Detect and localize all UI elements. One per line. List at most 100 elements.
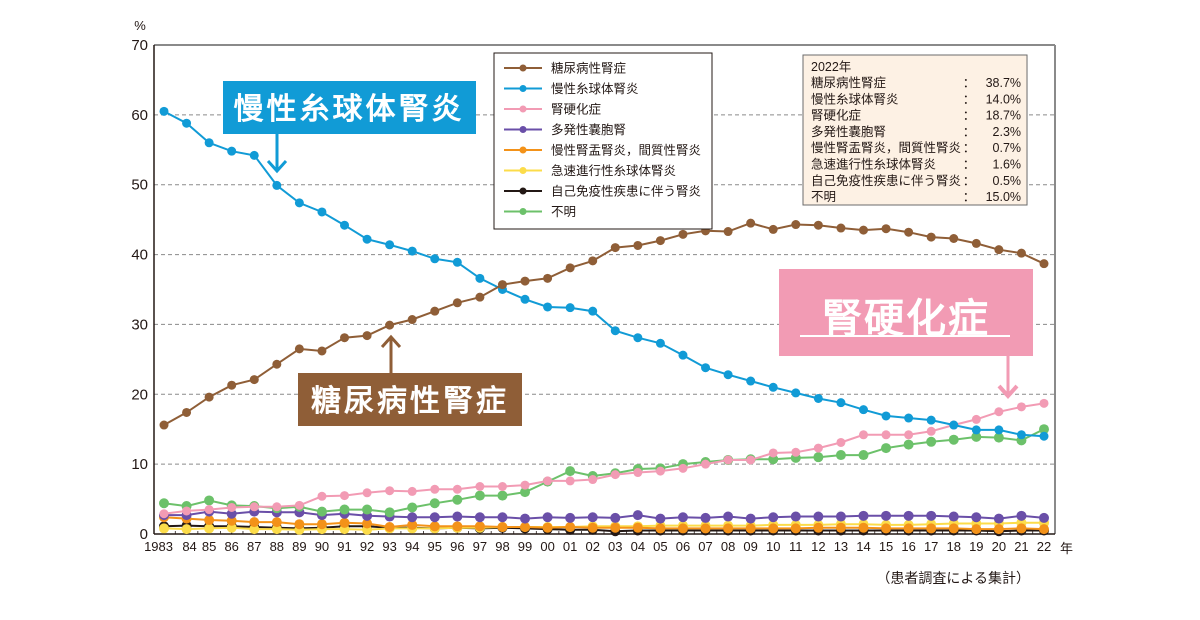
data-point: [542, 522, 553, 533]
data-point: [701, 459, 711, 469]
data-point: [746, 376, 756, 386]
data-point: [610, 326, 620, 336]
summary-row-label: 多発性嚢胞腎: [811, 124, 886, 139]
x-tick-label-19: 19: [969, 539, 983, 554]
summary-row-value: 0.7%: [993, 141, 1022, 155]
x-tick-label-08: 08: [721, 539, 735, 554]
data-point: [1016, 248, 1026, 258]
data-point: [385, 486, 395, 496]
data-point: [633, 468, 643, 478]
data-point: [881, 430, 891, 440]
x-tick-label-95: 95: [428, 539, 442, 554]
x-tick-label-12: 12: [811, 539, 825, 554]
data-point: [475, 273, 485, 283]
data-point: [407, 315, 417, 325]
series-line: [164, 510, 1045, 520]
data-point: [904, 227, 914, 237]
data-point: [159, 420, 169, 430]
data-point: [272, 502, 282, 512]
data-point: [362, 331, 372, 341]
data-point: [204, 392, 214, 402]
arrow-down-icon: [266, 159, 288, 174]
x-tick-label-22: 22: [1037, 539, 1051, 554]
data-point: [520, 487, 531, 498]
data-point: [520, 513, 531, 524]
data-point: [542, 512, 553, 523]
summary-title: 2022年: [811, 60, 851, 74]
data-point: [993, 432, 1004, 443]
data-point: [881, 523, 892, 534]
y-tick-label-20: 20: [131, 386, 148, 403]
data-point: [768, 454, 779, 465]
arrow-up-icon: [380, 334, 402, 349]
data-point: [340, 333, 350, 343]
data-point: [926, 436, 937, 447]
series-line: [163, 402, 1045, 515]
x-tick-label-15: 15: [879, 539, 893, 554]
data-point: [520, 480, 530, 490]
data-point: [610, 512, 621, 523]
y-tick-label-0: 0: [140, 526, 148, 543]
data-point: [655, 513, 666, 524]
legend-label: 不明: [551, 205, 576, 219]
data-point: [407, 486, 417, 496]
data-point: [565, 512, 576, 523]
series-3: [159, 398, 1049, 519]
data-point: [677, 512, 688, 523]
data-point: [227, 380, 237, 390]
x-tick-label-10: 10: [766, 539, 780, 554]
data-point: [994, 407, 1004, 417]
summary-row-separator: ：: [963, 125, 976, 139]
x-tick-label-14: 14: [856, 539, 870, 554]
data-point: [249, 375, 259, 385]
data-point: [316, 519, 327, 530]
data-point: [1039, 524, 1049, 535]
data-point: [294, 500, 304, 510]
data-point: [272, 359, 282, 369]
x-tick-label-06: 06: [676, 539, 690, 554]
summary-row-label: 糖尿病性腎症: [811, 75, 886, 90]
data-point: [407, 246, 417, 256]
data-point: [655, 236, 665, 246]
data-point: [452, 521, 463, 532]
y-tick-label-50: 50: [131, 177, 148, 194]
data-point: [632, 510, 643, 521]
data-point: [249, 524, 260, 535]
legend-swatch-marker: [519, 126, 527, 133]
data-point: [588, 475, 598, 485]
data-point: [768, 512, 779, 523]
y-tick-label-60: 60: [131, 107, 148, 124]
data-point: [407, 502, 418, 513]
callout-label: 糖尿病性腎症: [311, 385, 509, 418]
data-point: [340, 220, 350, 230]
x-tick-label-88: 88: [270, 539, 284, 554]
data-point: [926, 232, 936, 242]
data-point: [588, 256, 598, 266]
legend-box: [493, 52, 713, 230]
series-2: [159, 106, 1049, 441]
data-point: [926, 510, 937, 521]
data-point: [565, 466, 576, 477]
data-point: [948, 523, 959, 534]
legend-label: 多発性嚢胞腎: [551, 122, 626, 137]
summary-row-value: 18.7%: [986, 109, 1021, 123]
data-point: [565, 522, 576, 533]
callout-box: [779, 269, 1033, 356]
series-4: [159, 506, 1049, 524]
data-point: [1039, 398, 1049, 408]
data-point: [452, 257, 462, 267]
data-point: [182, 407, 192, 417]
data-point: [858, 405, 868, 415]
data-point: [948, 434, 959, 445]
x-tick-label-04: 04: [631, 539, 645, 554]
data-point: [610, 470, 620, 480]
data-point: [1016, 430, 1026, 440]
data-point: [903, 523, 914, 534]
data-point: [543, 273, 553, 283]
data-point: [587, 522, 598, 533]
x-tick-label-13: 13: [834, 539, 848, 554]
data-point: [407, 512, 418, 523]
x-tick-label-91: 91: [337, 539, 351, 554]
x-tick-label-20: 20: [992, 539, 1006, 554]
data-point: [587, 512, 598, 523]
